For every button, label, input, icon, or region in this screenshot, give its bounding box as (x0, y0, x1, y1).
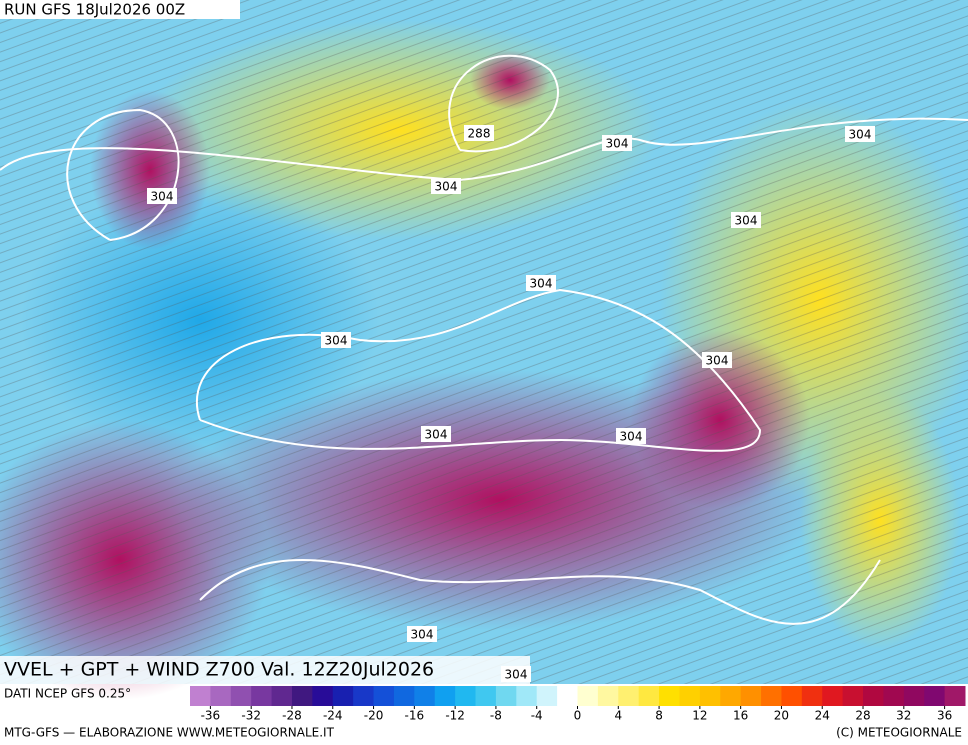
colorbar: -36 -32 -28 -24 -20 -16 -12 -8 -4 0 4 8 12 16 20 24 28 32… (190, 686, 966, 723)
colorbar-swatch (679, 686, 701, 706)
contour-label-box (526, 275, 556, 291)
contour-label-box (431, 178, 461, 194)
contour-label: 288 (468, 127, 491, 141)
header-box (0, 0, 240, 19)
colorbar-swatch (638, 686, 660, 706)
contour-label: 304 (620, 430, 643, 444)
colorbar-tick-label: 8 (655, 709, 663, 723)
copyright-label: (C) METEOGIORNALE (836, 726, 962, 740)
contour-labels: 304 288 304 304 304 304 304 304 304 304 304 304 304 (147, 125, 875, 682)
colorbar-tick-label: 28 (855, 709, 870, 723)
colorbar-swatch (557, 686, 578, 706)
colorbar-tick-label: -36 (201, 709, 221, 723)
contour-label: 304 (706, 354, 729, 368)
colorbar-tick-label: 20 (774, 709, 789, 723)
colorbar-swatch (312, 686, 334, 706)
colorbar-swatch (761, 686, 782, 706)
contour-label: 304 (735, 214, 758, 228)
contour-label-box (602, 135, 632, 151)
colorbar-swatch (944, 686, 966, 706)
colorbar-tick-label: -20 (364, 709, 384, 723)
colorbar-swatch (740, 686, 762, 706)
contour-label-box (501, 666, 531, 682)
colorbar-tick-label: 32 (896, 709, 911, 723)
contour-label-box (731, 212, 761, 228)
colorbar-swatch (230, 686, 252, 706)
contour-label-box (845, 126, 875, 142)
contour-label-box (464, 125, 494, 141)
contour-label: 304 (505, 668, 528, 682)
colorbar-swatch (455, 686, 477, 706)
contour-label: 304 (530, 277, 553, 291)
colorbar-swatch (597, 686, 619, 706)
colorbar-swatch (903, 686, 925, 706)
colorbar-swatch (475, 686, 497, 706)
colorbar-swatch (536, 686, 558, 706)
colorbar-tick-label: 0 (574, 709, 582, 723)
colorbar-swatch (373, 686, 395, 706)
colorbar-swatch (516, 686, 538, 706)
colorbar-swatch (720, 686, 742, 706)
colorbar-tick-label: 4 (614, 709, 622, 723)
colorbar-tick-label: -16 (405, 709, 425, 723)
colorbar-swatch (291, 686, 313, 706)
colorbar-swatch (822, 686, 844, 706)
colorbar-tick-label: -28 (282, 709, 302, 723)
colorbar-tick-label: -12 (445, 709, 465, 723)
colorbar-swatch (618, 686, 640, 706)
colorbar-swatch (434, 686, 456, 706)
colorbar-tick-label: 24 (815, 709, 830, 723)
colorbar-swatch (353, 686, 375, 706)
colorbar-swatch (863, 686, 884, 706)
contour-label: 304 (411, 628, 434, 642)
contour-label: 304 (606, 137, 629, 151)
contour-label: 304 (849, 128, 872, 142)
contour-label-box (616, 428, 646, 444)
colorbar-tick-label: 12 (692, 709, 707, 723)
colorbar-swatch (495, 686, 517, 706)
contour-label-box (147, 188, 177, 204)
colorbar-swatch (414, 686, 436, 706)
contour-label-box (321, 332, 351, 348)
contour-label: 304 (435, 180, 458, 194)
colorbar-tick-label: 36 (937, 709, 952, 723)
contour-label: 304 (425, 428, 448, 442)
colorbar-swatch (251, 686, 273, 706)
source-label: DATI NCEP GFS 0.25° (4, 687, 131, 701)
colorbar-tick-label: -32 (241, 709, 261, 723)
contour-label-box (702, 352, 732, 368)
colorbar-swatch (393, 686, 415, 706)
credit-label: MTG-GFS — ELABORAZIONE WWW.METEOGIORNALE… (4, 726, 335, 740)
colorbar-swatch (332, 686, 354, 706)
colorbar-tick-label: -8 (490, 709, 502, 723)
colorbar-swatch (699, 686, 721, 706)
colorbar-tick-label: 16 (733, 709, 748, 723)
colorbar-swatch (271, 686, 293, 706)
colorbar-swatch (210, 686, 232, 706)
colorbar-swatch (924, 686, 946, 706)
colorbar-swatch (781, 686, 803, 706)
colorbar-swatch (842, 686, 864, 706)
contour-label: 304 (325, 334, 348, 348)
map-title: VVEL + GPT + WIND Z700 Val. 12Z20Jul2026 (4, 659, 434, 681)
title-box (0, 656, 530, 684)
contour-label-box (407, 626, 437, 642)
colorbar-swatch (883, 686, 905, 706)
run-label: RUN GFS 18Jul2026 00Z (4, 1, 185, 19)
colorbar-swatch (659, 686, 680, 706)
contour-label-box (421, 426, 451, 442)
colorbar-swatch (190, 686, 211, 706)
colorbar-tick-label: -4 (531, 709, 543, 723)
map-field (0, 0, 968, 700)
colorbar-swatch (577, 686, 599, 706)
colorbar-tick-label: -24 (323, 709, 343, 723)
colorbar-swatch (801, 686, 823, 706)
contour-label: 304 (151, 190, 174, 204)
